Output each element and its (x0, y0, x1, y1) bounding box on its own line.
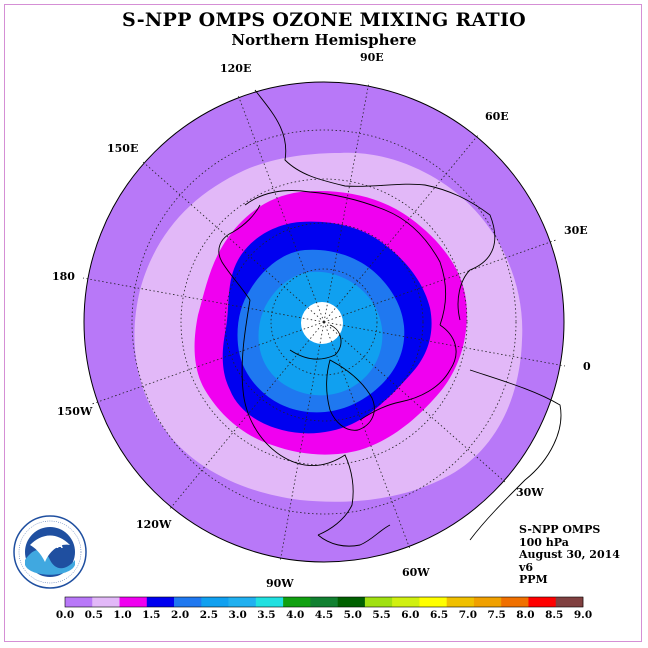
colorbar-swatch-1 (92, 597, 120, 607)
colorbar-tick-label: 8.0 (516, 609, 534, 621)
longitude-label-30e: 30E (564, 224, 588, 237)
colorbar-tick-label: 6.5 (430, 609, 448, 621)
colorbar-swatch-15 (473, 597, 502, 607)
colorbar-tick-label: 3.0 (229, 609, 247, 621)
info-units: PPM (519, 573, 548, 586)
colorbar-tick-label: 0.5 (85, 609, 103, 621)
map-boundary (83, 81, 565, 563)
colorbar-swatch-2 (119, 597, 148, 607)
colorbar-swatch-5 (201, 597, 229, 607)
colorbar-tick-label: 1.5 (142, 609, 160, 621)
polar-data-gap (301, 302, 343, 344)
info-pressure: 100 hPa (519, 535, 569, 549)
longitude-label-60w: 60W (402, 566, 430, 579)
info-version: v6 (519, 560, 534, 574)
colorbar-outline (64, 596, 584, 608)
longitude-label-0: 0 (583, 360, 591, 373)
coastlines (218, 89, 562, 547)
coastline-europe (359, 324, 457, 421)
plot-frame (4, 4, 642, 642)
colorbar-tick-label: 4.5 (315, 609, 333, 621)
longitude-label-150w: 150W (57, 405, 93, 418)
longitude-label-120w: 120W (136, 518, 172, 531)
longitude-label-30w: 30W (516, 486, 544, 499)
coastline-asia (254, 89, 496, 321)
longitude-grid (82, 81, 566, 563)
colorbar-swatch-7 (255, 597, 284, 607)
colorbar-swatch-16 (501, 597, 529, 607)
colorbar-tick-label: 8.5 (545, 609, 563, 621)
longitude-label-180: 180 (52, 270, 75, 283)
latitude-grid (131, 129, 517, 515)
info-instrument: S-NPP OMPS (519, 523, 601, 536)
colorbar-swatch-9 (310, 597, 338, 607)
colorbar-tick-label: 2.5 (200, 609, 218, 621)
colorbar-swatch-10 (337, 597, 366, 607)
colorbar-tick-label: 3.5 (257, 609, 275, 621)
ozone-contours (84, 82, 564, 562)
colorbar-swatch-18 (555, 597, 584, 607)
coastline-alaska (218, 204, 261, 301)
colorbar-swatch-6 (228, 597, 257, 607)
longitude-label-90e: 90E (360, 51, 384, 64)
colorbar-tick-label: 4.0 (286, 609, 304, 621)
colorbar: 0.0 0.5 1.0 1.5 2.0 2.5 3.0 3.5 4.0 4.5 5.0 5.5 6.0 6… (56, 596, 592, 621)
colorbar-swatch-0 (65, 597, 93, 607)
coastline-africa (469, 369, 562, 541)
colorbar-tick-label: 9.0 (574, 609, 592, 621)
colorbar-swatch-3 (146, 597, 175, 607)
info-block: S-NPP OMPS 100 hPa August 30, 2014 v6 PP… (519, 523, 620, 587)
page-title: S-NPP OMPS OZONE MIXING RATIO (121, 9, 527, 31)
noaa-logo-text: NOAA (37, 541, 63, 550)
colorbar-tick-label: 5.5 (372, 609, 390, 621)
colorbar-swatch-17 (528, 597, 557, 607)
coastline-eurasia-north (244, 190, 447, 326)
longitude-label-90w: 90W (266, 577, 294, 590)
colorbar-swatch-14 (446, 597, 475, 607)
colorbar-swatch-8 (283, 597, 311, 607)
colorbar-tick-label: 0.0 (56, 609, 74, 621)
colorbar-tick-label: 5.0 (344, 609, 362, 621)
colorbar-swatch-4 (174, 597, 202, 607)
colorbar-swatch-12 (392, 597, 420, 607)
colorbar-tick-label: 6.0 (401, 609, 419, 621)
longitude-label-60e: 60E (485, 110, 509, 123)
longitude-label-120e: 120E (220, 62, 251, 75)
noaa-logo: NOAA (13, 515, 87, 589)
colorbar-tick-label: 2.0 (171, 609, 189, 621)
colorbar-tick-label: 7.5 (488, 609, 506, 621)
colorbar-swatch-11 (364, 597, 393, 607)
coastline-central-america (317, 524, 391, 547)
coastline-greenland (326, 359, 375, 431)
colorbar-tick-label: 1.0 (113, 609, 131, 621)
page-subtitle: Northern Hemisphere (231, 31, 417, 49)
longitude-label-150e: 150E (107, 142, 138, 155)
colorbar-tick-label: 7.0 (459, 609, 477, 621)
colorbar-swatch-13 (419, 597, 447, 607)
coastline-arctic-islands (289, 324, 342, 360)
coastline-north-america (241, 299, 354, 536)
info-date: August 30, 2014 (519, 548, 620, 561)
